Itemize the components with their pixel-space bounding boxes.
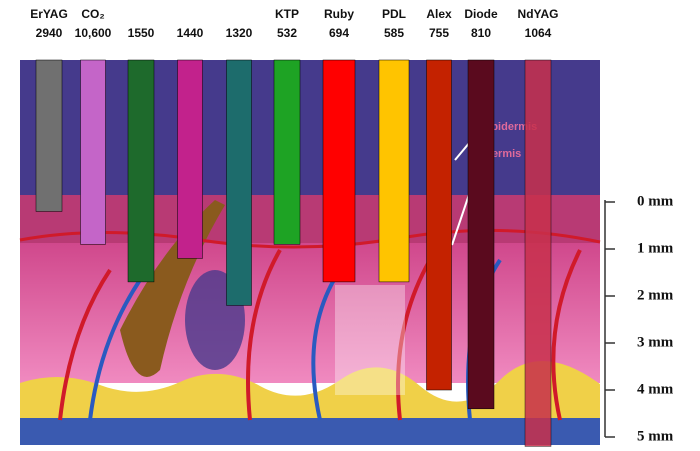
- laser-bar: [378, 59, 410, 283]
- laser-name: Alex: [426, 7, 452, 21]
- laser-bar: [426, 59, 452, 391]
- laser-name: KTP: [275, 7, 299, 21]
- laser-name: NdYAG: [518, 7, 559, 21]
- laser-bar: [226, 59, 252, 306]
- laser-bar: [127, 59, 155, 283]
- laser-bar: [273, 59, 301, 245]
- laser-name: Ruby: [324, 7, 354, 21]
- laser-bar: [524, 59, 552, 447]
- laser-name: PDL: [382, 7, 406, 21]
- laser-bar: [35, 59, 63, 212]
- wavelength: 810: [471, 26, 491, 40]
- laser-bar: [467, 59, 495, 410]
- y-tick-label: 5 mm: [637, 428, 674, 444]
- laser-bar: [322, 59, 356, 283]
- wavelength: 585: [384, 26, 404, 40]
- laser-bar: [177, 59, 203, 259]
- laser-name: CO₂: [81, 7, 104, 21]
- wavelength: 1440: [177, 26, 204, 40]
- skin-illustration: [19, 60, 601, 445]
- laser-name: ErYAG: [30, 7, 68, 21]
- y-tick-label: 2 mm: [637, 287, 674, 303]
- y-tick-label: 0 mm: [637, 193, 674, 209]
- wavelength: 1064: [525, 26, 552, 40]
- annotation: Epidermis: [484, 121, 537, 133]
- laser-name: Diode: [464, 7, 498, 21]
- laser-bar: [80, 59, 106, 245]
- wavelength: 532: [277, 26, 297, 40]
- y-tick-label: 4 mm: [637, 381, 674, 397]
- wavelength: 755: [429, 26, 449, 40]
- wavelength: 2940: [36, 26, 63, 40]
- wavelength: 1550: [128, 26, 155, 40]
- y-tick-label: 1 mm: [637, 240, 674, 256]
- wavelength: 1320: [226, 26, 253, 40]
- wavelength: 694: [329, 26, 349, 40]
- wavelength: 10,600: [75, 26, 112, 40]
- y-tick-label: 3 mm: [637, 334, 674, 350]
